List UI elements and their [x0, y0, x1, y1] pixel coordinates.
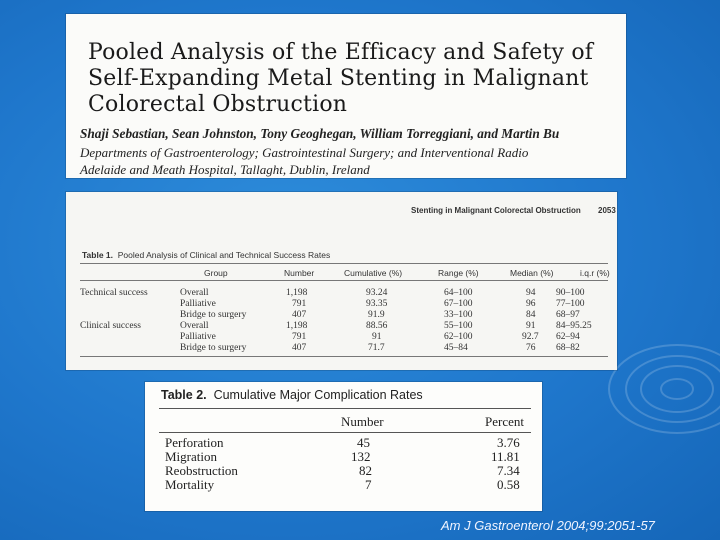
table1-cumulative-cell: 91.9: [368, 310, 385, 320]
table1-group-cell: Bridge to surgery: [180, 310, 247, 320]
table1-group-cell: Bridge to surgery: [180, 343, 247, 353]
article-institution: Adelaide and Meath Hospital, Tallaght, D…: [80, 162, 370, 177]
table1-number-cell: 407: [292, 310, 307, 320]
table1-number-cell: 1,198: [286, 288, 308, 298]
table1-group-cell: Palliative: [180, 332, 216, 342]
table-rule: [80, 280, 608, 281]
table2-number-cell: 45: [357, 435, 370, 450]
table1-cumulative-cell: 93.35: [366, 299, 388, 309]
table2-label-cell: Reobstruction: [165, 463, 238, 478]
table1-iqr-cell: 90–100: [556, 288, 585, 298]
running-head: Stenting in Malignant Colorectal Obstruc…: [411, 206, 581, 215]
table1-median-cell: 92.7: [522, 332, 539, 342]
table2-label-cell: Migration: [165, 449, 217, 464]
table1-iqr-cell: 68–82: [556, 343, 580, 353]
table1-header-iqr: i.q.r (%): [580, 268, 610, 278]
table1-range-cell: 55–100: [444, 321, 473, 331]
table1-range-cell: 67–100: [444, 299, 473, 309]
table1-range-cell: 45–84: [444, 343, 468, 353]
water-ripple-decoration: [608, 344, 720, 434]
water-ripple-decoration: [660, 378, 694, 400]
table2-header-percent: Percent: [485, 414, 524, 429]
article-departments: Departments of Gastroenterology; Gastroi…: [80, 145, 529, 160]
table1-range-cell: 33–100: [444, 310, 473, 320]
table1-group-cell: Overall: [180, 288, 209, 298]
table1-panel: Stenting in Malignant Colorectal Obstruc…: [66, 192, 617, 370]
title-line: Pooled Analysis of the Efficacy and Safe…: [88, 40, 594, 65]
table-rule: [159, 432, 531, 433]
page-number: 2053: [598, 206, 616, 215]
table2-number-cell: 132: [351, 449, 371, 464]
table1-range-cell: 64–100: [444, 288, 473, 298]
table1-median-cell: 91: [526, 321, 536, 331]
table2-caption: Table 2. Cumulative Major Complication R…: [161, 388, 423, 402]
table1-header-range: Range (%): [438, 268, 479, 278]
table1-median-cell: 76: [526, 343, 536, 353]
table1-label: Table 1.: [82, 250, 114, 260]
table1-group-cell: Overall: [180, 321, 209, 331]
table1-header-group: Group: [204, 268, 228, 278]
table1-median-cell: 96: [526, 299, 536, 309]
article-authors: Shaji Sebastian, Sean Johnston, Tony Geo…: [80, 126, 560, 141]
article-header-panel: Pooled Analysis of the Efficacy and Safe…: [66, 14, 626, 178]
table2-percent-cell: 7.34: [497, 463, 520, 478]
table-rule: [159, 408, 531, 409]
table1-iqr-cell: 62–94: [556, 332, 580, 342]
table1-number-cell: 1,198: [286, 321, 308, 331]
table1-median-cell: 94: [526, 288, 536, 298]
table-rule: [80, 356, 608, 357]
table2-number-cell: 82: [359, 463, 372, 478]
table1-iqr-cell: 68–97: [556, 310, 580, 320]
table1-title: Pooled Analysis of Clinical and Technica…: [117, 250, 331, 260]
table1-section-label: Technical success: [80, 288, 148, 298]
title-line: Self-Expanding Metal Stenting in Maligna…: [88, 66, 589, 91]
table2-title: Cumulative Major Complication Rates: [213, 388, 423, 402]
table1-cumulative-cell: 93.24: [366, 288, 388, 298]
table2-number-cell: 7: [365, 477, 372, 492]
table1-number-cell: 791: [292, 299, 307, 309]
table1-section-label: Clinical success: [80, 321, 141, 331]
table1-cumulative-cell: 91: [372, 332, 382, 342]
table2-percent-cell: 11.81: [491, 449, 520, 464]
table1-range-cell: 62–100: [444, 332, 473, 342]
title-line: Colorectal Obstruction: [88, 92, 348, 117]
table1-number-cell: 407: [292, 343, 307, 353]
table1-iqr-cell: 77–100: [556, 299, 585, 309]
table1-cumulative-cell: 88.56: [366, 321, 388, 331]
table1-median-cell: 84: [526, 310, 536, 320]
table1-header-median: Median (%): [510, 268, 554, 278]
table2-percent-cell: 0.58: [497, 477, 520, 492]
table1-header-number: Number: [284, 268, 315, 278]
table2-percent-cell: 3.76: [497, 435, 520, 450]
table2-label-cell: Perforation: [165, 435, 224, 450]
table2-label: Table 2.: [161, 388, 207, 402]
table2-label-cell: Mortality: [165, 477, 215, 492]
citation-text: Am J Gastroenterol 2004;99:2051-57: [441, 518, 655, 533]
table-rule: [80, 263, 608, 264]
table2-header-number: Number: [341, 414, 384, 429]
table2-panel: Table 2. Cumulative Major Complication R…: [145, 382, 542, 511]
article-title: Pooled Analysis of the Efficacy and Safe…: [88, 40, 624, 118]
table1-header-cumulative: Cumulative (%): [344, 268, 403, 278]
table1-number-cell: 791: [292, 332, 307, 342]
table1-group-cell: Palliative: [180, 299, 216, 309]
table1-caption: Table 1. Pooled Analysis of Clinical and…: [82, 250, 330, 260]
table1-iqr-cell: 84–95.25: [556, 321, 592, 331]
table1-cumulative-cell: 71.7: [368, 343, 385, 353]
